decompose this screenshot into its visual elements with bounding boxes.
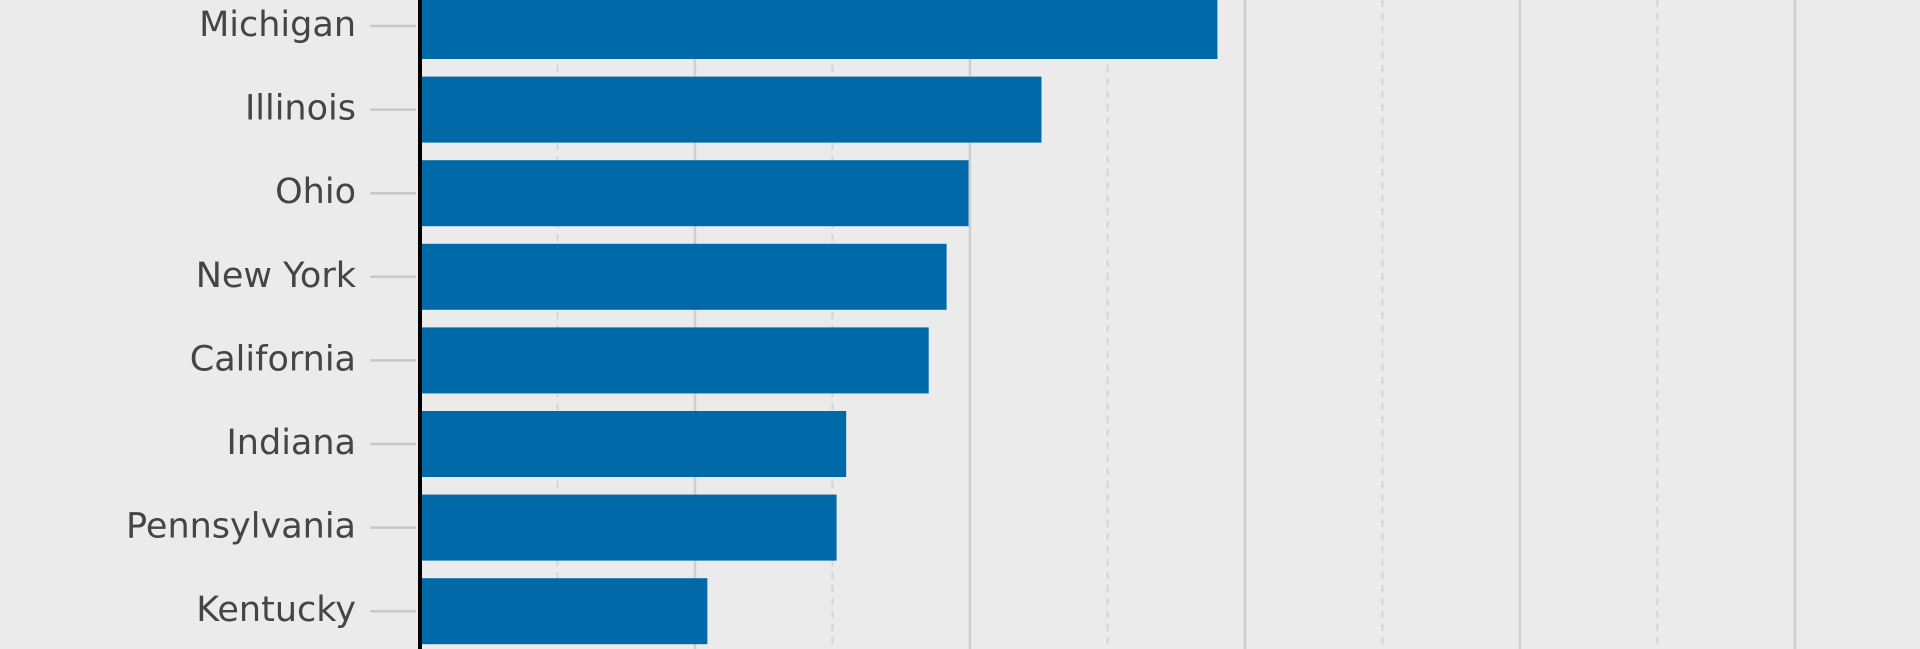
bar [420,160,969,227]
y-tick-label: California [190,339,356,379]
y-tick-label: Illinois [245,89,356,129]
y-tick-label: Kentucky [196,590,356,630]
y-tick-label: Ohio [275,172,356,212]
bar [420,327,929,394]
bar [420,0,1218,59]
y-tick-label: Pennsylvania [126,507,356,547]
bar [420,243,947,310]
bar [420,578,708,645]
bar [420,494,837,561]
y-tick-label: Michigan [199,5,356,45]
y-tick-label: New York [196,256,357,296]
y-tick-label: Indiana [226,423,356,463]
bar [420,411,847,477]
bar [420,76,1042,143]
